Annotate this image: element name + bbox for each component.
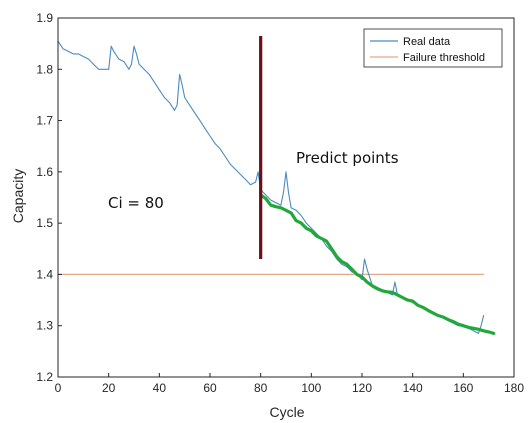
x-tick-label-6: 120 <box>352 381 372 395</box>
y-tick-label-3: 1.5 <box>36 216 53 230</box>
y-tick-label-4: 1.6 <box>36 165 53 179</box>
x-tick-label-2: 40 <box>153 381 167 395</box>
x-tick-label-9: 180 <box>504 381 524 395</box>
legend-label-real-data: Real data <box>403 36 451 48</box>
legend-label-failure-threshold: Failure threshold <box>403 52 485 64</box>
y-axis-label: Capacity <box>10 169 26 223</box>
y-tick-label-2: 1.4 <box>36 267 53 281</box>
x-tick-label-3: 60 <box>203 381 217 395</box>
ticks-layer: 0 20 40 60 80 100 120 140 160 180 1.2 1.3 1.4 1.5 1.6 1… <box>36 11 524 395</box>
legend-box <box>363 28 503 68</box>
series-layer <box>57 35 496 335</box>
y-tick-label-0: 1.2 <box>36 370 53 384</box>
predicted-points-line <box>259 193 496 335</box>
x-tick-label-1: 20 <box>102 381 116 395</box>
y-tick-label-1: 1.3 <box>36 319 53 333</box>
x-tick-label-7: 140 <box>403 381 423 395</box>
predict-points-annotation: Predict points <box>296 149 399 167</box>
y-tick-label-7: 1.9 <box>36 11 53 25</box>
x-tick-label-5: 100 <box>301 381 321 395</box>
x-tick-label-8: 160 <box>453 381 473 395</box>
legend: Real data Failure threshold <box>363 28 503 68</box>
y-tick-label-6: 1.8 <box>36 62 53 76</box>
axes-frame <box>57 17 515 378</box>
x-axis-label: Cycle <box>269 404 304 420</box>
x-tick-label-0: 0 <box>55 381 62 395</box>
ci-annotation: Ci = 80 <box>108 194 164 212</box>
y-tick-label-5: 1.7 <box>36 114 53 128</box>
x-tick-label-4: 80 <box>254 381 268 395</box>
